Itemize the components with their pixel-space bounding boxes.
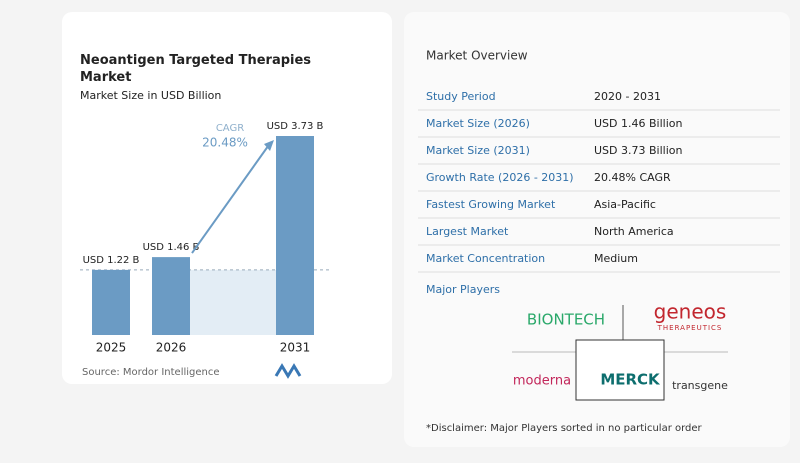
x-tick-label: 2025: [96, 341, 127, 355]
bar: [152, 257, 190, 335]
arrow-head: [264, 140, 274, 151]
row-value: Asia-Pacific: [594, 198, 656, 211]
row-value: 20.48% CAGR: [594, 171, 671, 184]
x-tick-label: 2026: [156, 341, 187, 355]
chart-subtitle: Market Size in USD Billion: [80, 89, 221, 102]
logo-text: moderna: [513, 374, 571, 389]
row-label: Market Concentration: [426, 252, 545, 265]
cagr-value: 20.48%: [202, 136, 248, 150]
row-value: 2020 - 2031: [594, 90, 661, 103]
value-label: USD 3.73 B: [267, 121, 324, 132]
logo-text: transgene: [672, 379, 728, 392]
row-value: USD 3.73 Billion: [594, 144, 682, 157]
row-value: North America: [594, 225, 674, 238]
title-line: Market: [80, 70, 131, 85]
growth-area: [190, 269, 276, 335]
players-title: Major Players: [426, 283, 500, 296]
cagr-arrow: [191, 141, 272, 254]
bar: [276, 136, 314, 335]
row-label: Growth Rate (2026 - 2031): [426, 171, 574, 184]
chart-title: Neoantigen Targeted Therapies Market: [80, 53, 311, 85]
row-label: Market Size (2031): [426, 144, 530, 157]
logo-text: THERAPEUTICS: [657, 324, 723, 332]
overview-title: Market Overview: [426, 49, 528, 63]
logo-text: MERCK: [600, 371, 661, 389]
title-line: Neoantigen Targeted Therapies: [80, 53, 311, 68]
source: Source: Mordor Intelligence: [82, 367, 220, 378]
x-tick-label: 2031: [280, 341, 311, 355]
logo-mark: [274, 363, 302, 379]
row-value: Medium: [594, 252, 638, 265]
row-label: Largest Market: [426, 225, 509, 238]
cagr-label: CAGR: [216, 123, 244, 134]
row-label: Study Period: [426, 90, 496, 103]
logo-shape: [274, 363, 302, 379]
logo-text: geneos: [654, 300, 727, 324]
value-label: USD 1.22 B: [83, 255, 140, 266]
bar: [92, 269, 130, 335]
row-label: Fastest Growing Market: [426, 198, 556, 211]
row-label: Market Size (2026): [426, 117, 530, 130]
logo-text: BIONTECH: [527, 311, 605, 329]
overview-card: [404, 12, 790, 447]
logo-box: [575, 339, 665, 401]
row-value: USD 1.46 Billion: [594, 117, 682, 130]
value-label: USD 1.46 B: [143, 242, 200, 253]
disclaimer: *Disclaimer: Major Players sorted in no …: [426, 423, 703, 434]
